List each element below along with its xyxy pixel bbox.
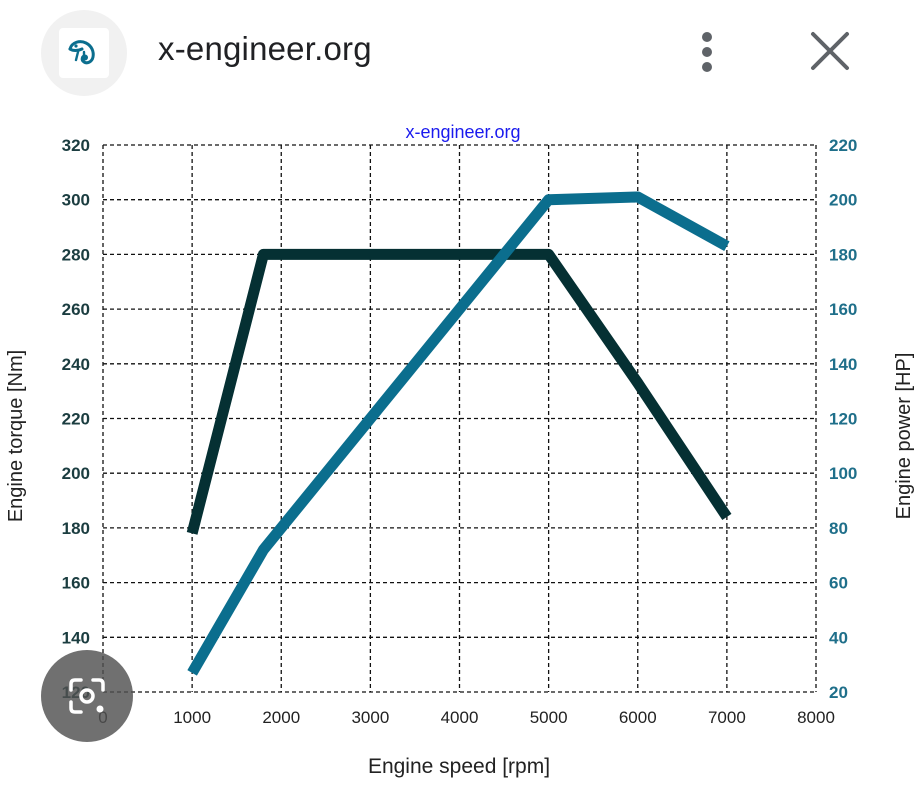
y2-tick-label: 100 — [829, 464, 857, 483]
x-tick-label: 5000 — [530, 708, 568, 727]
y2-tick-label: 120 — [829, 410, 857, 429]
chart-series — [186, 191, 732, 676]
y2-axis-label: Engine power [HP] — [893, 353, 915, 520]
x-tick-label: 2000 — [262, 708, 300, 727]
x-tick-label: 4000 — [441, 708, 479, 727]
more-vertical-icon — [702, 32, 712, 42]
x-tick-label: 3000 — [351, 708, 389, 727]
browser-header: x-engineer.org — [0, 0, 922, 105]
y-tick-label: 160 — [62, 574, 90, 593]
y-axis-label: Engine torque [Nm] — [5, 350, 27, 522]
y-tick-label: 140 — [62, 628, 90, 647]
x-tick-label: 1000 — [173, 708, 211, 727]
y2-tick-label: 60 — [829, 574, 848, 593]
logo-tile — [59, 28, 109, 78]
image-search-icon — [69, 678, 105, 714]
y-tick-label: 300 — [62, 191, 90, 210]
x-tick-label: 8000 — [797, 708, 835, 727]
y2-tick-label: 80 — [829, 519, 848, 538]
chart-grid — [102, 144, 817, 693]
y-tick-label: 320 — [62, 136, 90, 155]
y2-tick-label: 20 — [829, 683, 848, 702]
close-button[interactable] — [805, 26, 855, 76]
y2-tick-label: 160 — [829, 300, 857, 319]
x-tick-label: 7000 — [708, 708, 746, 727]
x-axis-label: Engine speed [rpm] — [368, 755, 550, 778]
y2-tick-label: 180 — [829, 245, 857, 264]
chameleon-logo-icon — [68, 40, 95, 65]
y-tick-label: 180 — [62, 519, 90, 538]
y-tick-label: 200 — [62, 464, 90, 483]
chart-title: x-engineer.org — [405, 122, 520, 142]
image-search-button[interactable] — [41, 650, 133, 742]
menu-dot — [702, 47, 712, 57]
y-tick-label: 240 — [62, 355, 90, 374]
site-logo[interactable] — [41, 10, 127, 96]
y-tick-label: 280 — [62, 245, 90, 264]
more-options-button[interactable] — [686, 26, 730, 78]
series-line-power — [187, 191, 730, 676]
y-tick-label: 220 — [62, 410, 90, 429]
menu-dot — [702, 62, 712, 72]
site-title[interactable]: x-engineer.org — [158, 30, 372, 67]
y2-tick-label: 140 — [829, 355, 857, 374]
x-tick-label: 6000 — [619, 708, 657, 727]
y2-tick-label: 40 — [829, 628, 848, 647]
y2-tick-label: 220 — [829, 136, 857, 155]
y2-tick-label: 200 — [829, 191, 857, 210]
close-icon — [811, 32, 849, 70]
y-tick-label: 260 — [62, 300, 90, 319]
